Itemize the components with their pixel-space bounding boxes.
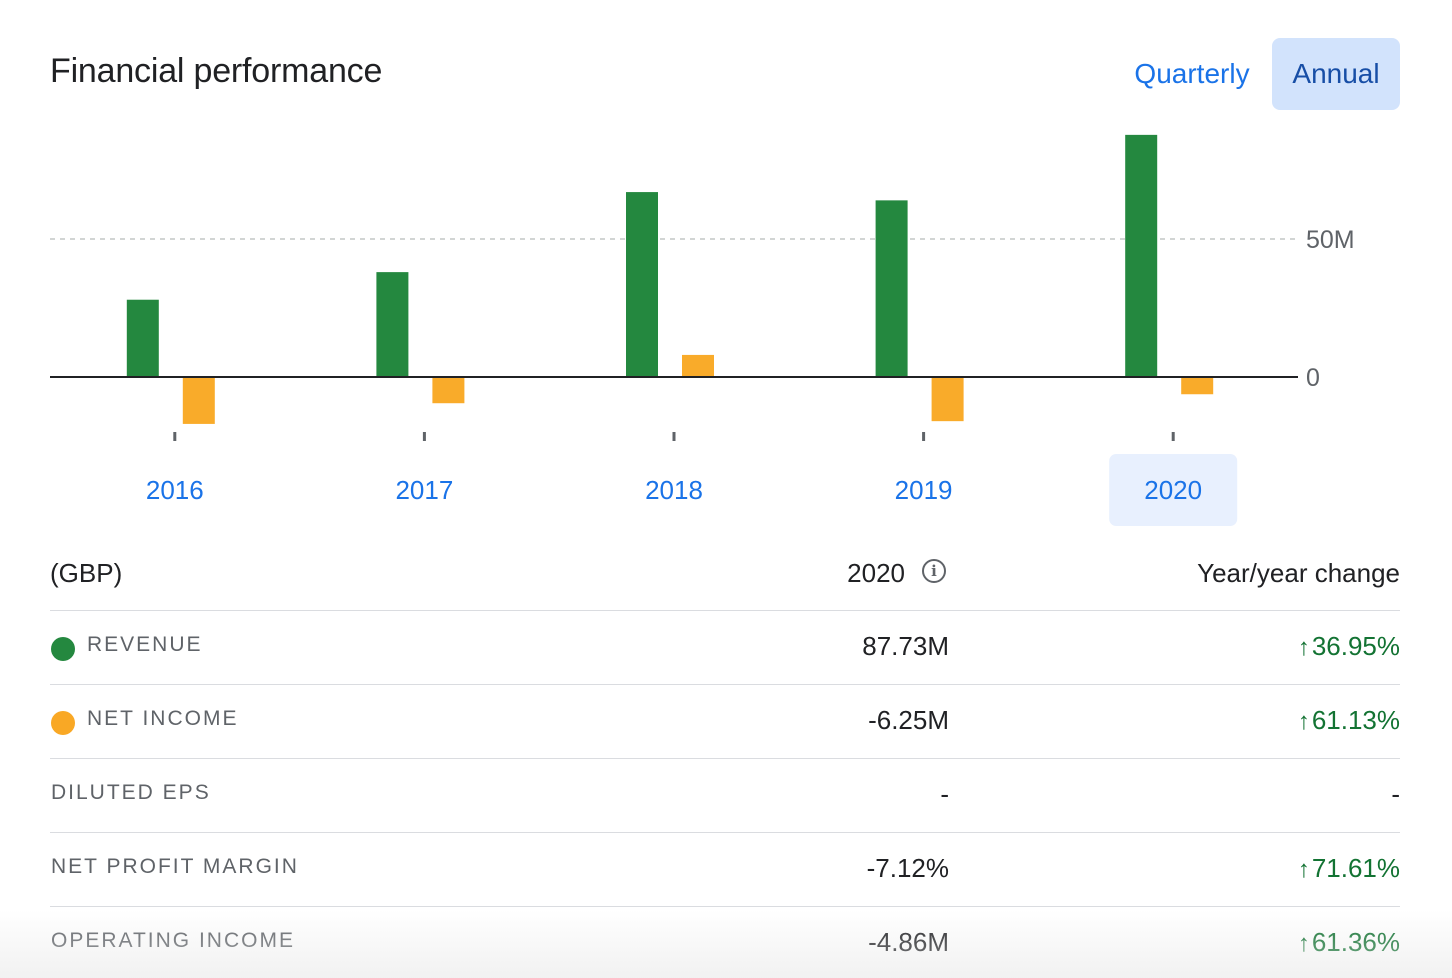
arrow-up-icon: ↑ [1297, 856, 1310, 883]
row-value: -7.12% [866, 853, 949, 883]
net-income-bar-2020[interactable] [1181, 377, 1214, 395]
section-title: Financial performance [50, 52, 383, 90]
year-column-header: 2020 [847, 558, 905, 588]
x-axis-label-2016[interactable]: 2016 [146, 475, 204, 505]
net-income-bar-2019[interactable] [931, 377, 964, 422]
y-axis-label-50M: 50M [1306, 226, 1355, 254]
row-change-value: 61.36% [1311, 927, 1400, 957]
x-tick-2020 [1171, 432, 1175, 441]
table-row: DILUTED EPS - - [50, 759, 1400, 833]
x-tick-2019 [922, 432, 926, 441]
info-icon[interactable]: i [922, 559, 946, 583]
selected-year-highlight [1109, 454, 1238, 526]
revenue-bar-2018[interactable] [626, 192, 658, 377]
row-label: NET PROFIT MARGIN [51, 855, 299, 878]
table-row: OPERATING INCOME -4.86M ↑61.36% [50, 907, 1400, 978]
row-change-value: 61.13% [1311, 705, 1400, 735]
row-change: ↑61.13% [1298, 705, 1400, 736]
row-change: ↑71.61% [1298, 853, 1400, 884]
legend-dot-icon [51, 637, 75, 661]
currency-unit-label: (GBP) [50, 558, 123, 588]
x-axis-label-2020[interactable]: 2020 [1144, 475, 1202, 505]
x-tick-2017 [422, 432, 426, 441]
row-label: OPERATING INCOME [51, 929, 295, 952]
row-value: -6.25M [868, 705, 949, 735]
annual-toggle-button[interactable]: Annual [1272, 38, 1400, 110]
net-income-bar-2016[interactable] [182, 377, 215, 424]
row-label: DILUTED EPS [51, 781, 211, 804]
x-axis-label-2017[interactable]: 2017 [395, 475, 453, 505]
x-axis-label-2018[interactable]: 2018 [645, 475, 703, 505]
x-tick-2016 [173, 432, 177, 441]
table-row: NET PROFIT MARGIN -7.12% ↑71.61% [50, 833, 1400, 907]
legend-dot-icon [51, 711, 75, 735]
revenue-bar-2017[interactable] [376, 272, 409, 377]
quarterly-toggle-button[interactable]: Quarterly [1134, 58, 1250, 89]
row-value: -4.86M [868, 927, 949, 957]
y-axis-label-0: 0 [1306, 364, 1320, 392]
row-label: NET INCOME [87, 707, 239, 730]
table-row: NET INCOME -6.25M ↑61.13% [50, 685, 1400, 759]
revenue-bar-2020[interactable] [1125, 134, 1158, 377]
net-income-bar-2018[interactable] [682, 354, 714, 377]
table-header: (GBP) 2020 i Year/year change [50, 548, 1400, 611]
arrow-up-icon: ↑ [1297, 708, 1310, 735]
financial-bar-chart: 50M 0 2016 2017 2018 2019 2020 [50, 134, 1355, 526]
change-column-header: Year/year change [1197, 558, 1400, 588]
x-axis-label-2019[interactable]: 2019 [895, 475, 953, 505]
net-income-bar-2017[interactable] [432, 377, 465, 404]
row-change-value: - [1391, 779, 1400, 809]
row-change-value: 36.95% [1311, 631, 1400, 661]
arrow-up-icon: ↑ [1297, 930, 1310, 957]
table-row: REVENUE 87.73M ↑36.95% [50, 611, 1400, 685]
row-change: - [1391, 779, 1400, 810]
row-change: ↑61.36% [1298, 927, 1400, 958]
revenue-bar-2016[interactable] [126, 299, 159, 377]
row-label: REVENUE [87, 633, 203, 656]
row-value: - [940, 779, 949, 809]
row-change: ↑36.95% [1298, 631, 1400, 662]
row-change-value: 71.61% [1311, 853, 1400, 883]
arrow-up-icon: ↑ [1297, 634, 1310, 661]
row-value: 87.73M [862, 631, 949, 661]
x-tick-2018 [672, 432, 676, 441]
revenue-bar-2019[interactable] [875, 200, 908, 377]
